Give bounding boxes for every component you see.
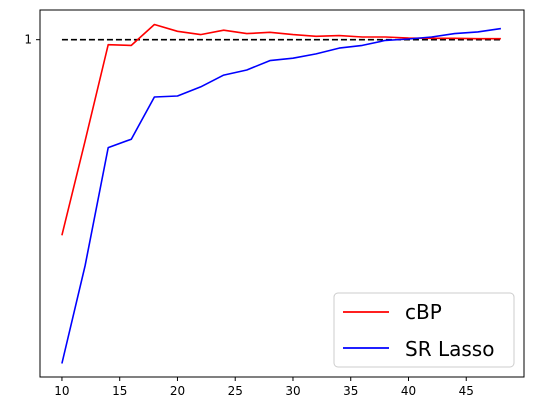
- y-tick-label: 1: [24, 33, 32, 47]
- series-line-sr-lasso: [61, 27, 502, 364]
- legend-label-cbp: cBP: [405, 300, 442, 324]
- legend-label-sr-lasso: SR Lasso: [405, 337, 494, 361]
- axes-frame: [39, 9, 525, 378]
- x-tick-label: 15: [112, 384, 127, 398]
- plot-area: [61, 23, 502, 364]
- x-tick-label: 45: [459, 384, 474, 398]
- legend: cBP SR Lasso: [333, 292, 515, 368]
- x-tick-label: 35: [343, 384, 358, 398]
- x-axis: 10 15 20 25 30 35 40 45: [54, 377, 474, 398]
- x-tick-label: 25: [228, 384, 243, 398]
- x-tick-label: 30: [285, 384, 300, 398]
- x-tick-label: 10: [54, 384, 69, 398]
- y-axis: 1: [24, 33, 40, 47]
- x-tick-label: 40: [401, 384, 416, 398]
- series-line-cbp: [61, 23, 501, 236]
- x-tick-label: 20: [170, 384, 185, 398]
